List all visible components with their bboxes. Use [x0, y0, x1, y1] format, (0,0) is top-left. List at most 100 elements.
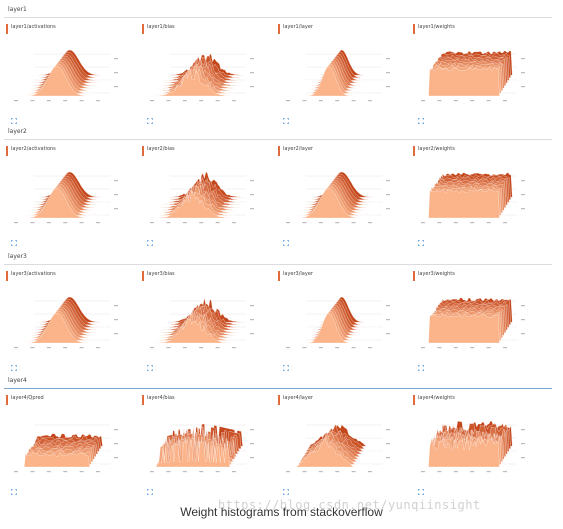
expand-icon[interactable]	[283, 365, 289, 371]
watermark-text: https://blog.csdn.net/yunqiinsight	[218, 498, 481, 512]
expand-icon[interactable]	[283, 240, 289, 246]
card-title: layer1/bias	[147, 24, 175, 30]
card-title: layer1/layer	[283, 24, 313, 30]
expand-icon[interactable]	[11, 118, 17, 124]
y-tick-mark	[521, 58, 525, 60]
histogram-ridge	[16, 65, 98, 97]
histogram-ridge	[288, 187, 370, 219]
y-tick-mark	[250, 180, 254, 182]
x-tick-mark	[335, 100, 340, 102]
histogram-card: layer4/layer	[278, 395, 406, 495]
section-title[interactable]: layer1	[8, 6, 27, 13]
x-tick-mark	[46, 222, 51, 224]
expand-icon[interactable]	[147, 240, 153, 246]
histogram-card: layer3/weights	[413, 271, 541, 371]
section-divider	[4, 17, 552, 18]
x-tick-mark	[14, 471, 18, 473]
x-tick-mark	[318, 471, 323, 473]
y-tick-mark	[521, 457, 525, 459]
x-tick-mark	[351, 471, 356, 473]
x-tick-mark	[30, 347, 35, 349]
expand-icon[interactable]	[11, 365, 17, 371]
section-layer4: layer4 layer4/Qpred layer4/bias layer4/laye…	[4, 377, 552, 495]
y-tick-mark	[521, 443, 525, 445]
figure-caption: Weight histograms from stackoverflow	[180, 505, 383, 519]
y-tick-mark	[521, 180, 525, 182]
histogram-card: layer1/layer	[278, 24, 406, 124]
histogram-plot	[150, 172, 254, 224]
card-accent-bar	[142, 146, 144, 156]
section-layer1: layer1 layer1/activations layer1/bias layer…	[4, 6, 552, 124]
x-tick-mark	[351, 347, 356, 349]
x-tick-mark	[286, 100, 290, 102]
expand-icon[interactable]	[11, 240, 17, 246]
histogram-card: layer2/activations	[6, 146, 134, 246]
x-tick-mark	[96, 347, 100, 349]
histogram-plot	[421, 297, 525, 349]
y-tick-mark	[250, 319, 254, 321]
x-tick-mark	[166, 471, 171, 473]
expand-icon[interactable]	[147, 118, 153, 124]
card-accent-bar	[142, 24, 144, 34]
y-tick-mark	[386, 58, 390, 60]
y-tick-mark	[250, 443, 254, 445]
x-tick-mark	[150, 222, 154, 224]
card-accent-bar	[278, 146, 280, 156]
x-tick-mark	[232, 100, 236, 102]
expand-icon[interactable]	[283, 489, 289, 495]
histogram-card: layer1/weights	[413, 24, 541, 124]
card-accent-bar	[6, 395, 8, 405]
x-tick-mark	[79, 347, 84, 349]
y-tick-mark	[250, 86, 254, 88]
x-tick-mark	[486, 347, 491, 349]
y-tick-mark	[114, 180, 118, 182]
histogram-plot	[150, 423, 254, 473]
card-title: layer2/activations	[11, 146, 56, 152]
expand-icon[interactable]	[147, 365, 153, 371]
y-tick-mark	[386, 443, 390, 445]
x-tick-mark	[421, 471, 425, 473]
x-tick-mark	[470, 471, 475, 473]
x-tick-mark	[437, 100, 442, 102]
histogram-ridge	[423, 437, 505, 468]
expand-icon[interactable]	[283, 118, 289, 124]
card-title: layer4/layer	[283, 395, 313, 401]
y-tick-mark	[521, 305, 525, 307]
section-title[interactable]: layer4	[8, 377, 27, 384]
x-tick-mark	[30, 222, 35, 224]
x-tick-mark	[335, 222, 340, 224]
x-tick-mark	[199, 347, 204, 349]
x-tick-mark	[486, 100, 491, 102]
x-tick-mark	[215, 347, 220, 349]
x-tick-mark	[182, 222, 187, 224]
card-accent-bar	[142, 395, 144, 405]
expand-icon[interactable]	[418, 365, 424, 371]
y-tick-mark	[250, 208, 254, 210]
card-accent-bar	[6, 24, 8, 34]
expand-icon[interactable]	[11, 489, 17, 495]
expand-icon[interactable]	[418, 489, 424, 495]
x-tick-mark	[96, 222, 100, 224]
expand-icon[interactable]	[418, 118, 424, 124]
x-tick-mark	[14, 347, 18, 349]
section-title[interactable]: layer2	[8, 128, 27, 135]
y-tick-mark	[386, 319, 390, 321]
x-tick-mark	[302, 100, 307, 102]
x-tick-mark	[286, 347, 290, 349]
x-tick-mark	[46, 347, 51, 349]
x-tick-mark	[14, 100, 18, 102]
histogram-plot	[286, 296, 390, 349]
y-tick-mark	[114, 333, 118, 335]
card-title: layer3/activations	[11, 271, 56, 277]
x-tick-mark	[335, 347, 340, 349]
y-tick-mark	[114, 305, 118, 307]
section-title[interactable]: layer3	[8, 253, 27, 260]
histogram-ridge	[288, 438, 370, 468]
histogram-ridge	[423, 67, 505, 97]
expand-icon[interactable]	[418, 240, 424, 246]
expand-icon[interactable]	[147, 489, 153, 495]
histogram-plot	[14, 49, 118, 102]
x-tick-mark	[232, 222, 236, 224]
card-title: layer3/weights	[418, 271, 455, 277]
x-tick-mark	[421, 100, 425, 102]
